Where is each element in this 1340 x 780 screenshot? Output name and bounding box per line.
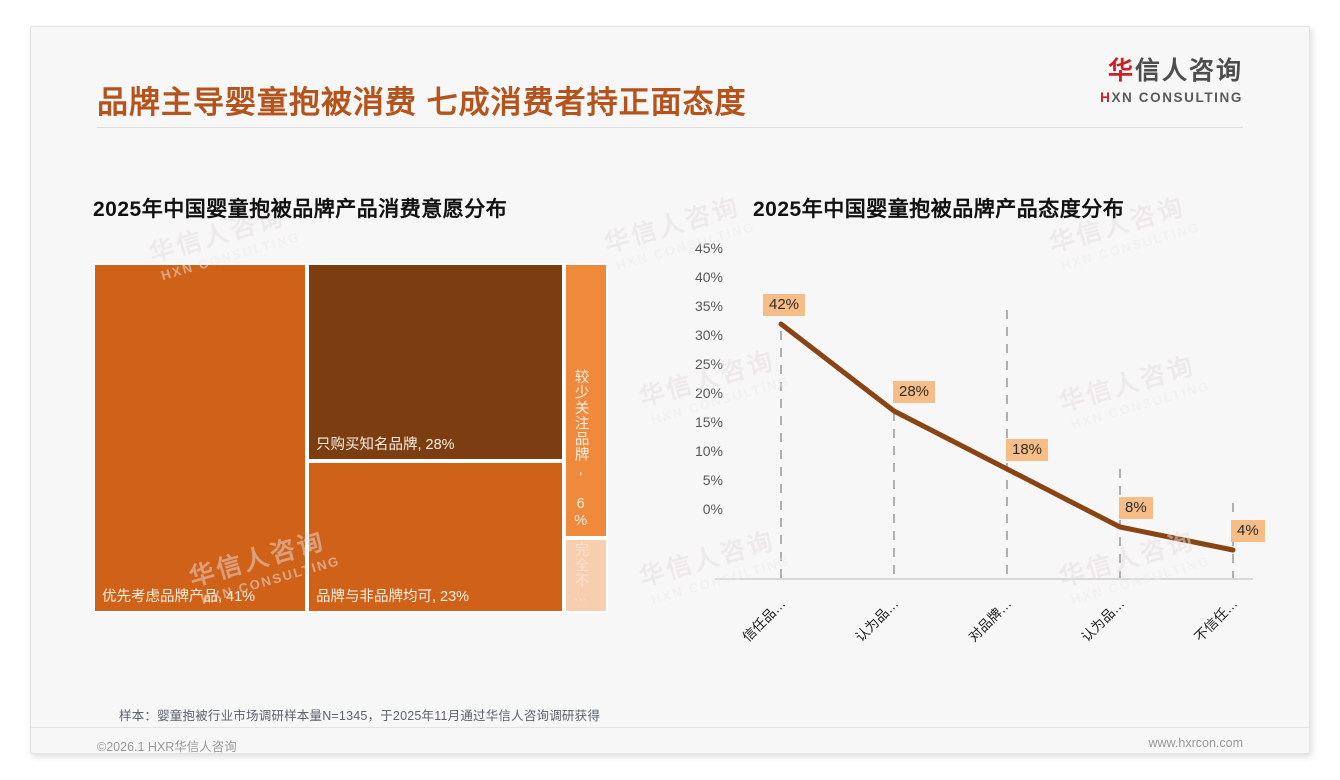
data-series-line: [778, 321, 1236, 553]
footer-bar: ©2026.1 HXR华信人咨询 www.hxrcon.com: [31, 727, 1309, 754]
y-axis-tick: 30%: [694, 327, 723, 343]
logo-chinese: 华信人咨询: [1100, 59, 1243, 84]
logo-cn-rest: 信人咨询: [1134, 57, 1243, 85]
watermark-cn: 华信人咨询: [601, 192, 744, 259]
data-point-label: 18%: [1006, 439, 1049, 462]
y-axis-tick: 20%: [694, 385, 723, 401]
treemap-cell-label: 较少关注品牌, 6%: [572, 369, 589, 530]
x-axis-tick: 不信任…: [1191, 595, 1241, 645]
data-point-label: 42%: [763, 294, 806, 317]
treemap-cell-2[interactable]: 品牌与非品牌均可, 23%: [307, 461, 564, 613]
title-divider: [97, 127, 1243, 128]
treemap-cell-0[interactable]: 优先考虑品牌产品, 41%: [93, 263, 307, 613]
y-axis-tick: 5%: [702, 472, 723, 488]
data-point-label: 28%: [893, 381, 936, 404]
treemap-cell-label: 只购买知名品牌, 28%: [316, 437, 455, 454]
logo-cn-accent: 华: [1107, 57, 1135, 85]
x-axis-tick: 认为品…: [1078, 595, 1128, 645]
brand-logo: 华信人咨询 HXN CONSULTING: [1100, 59, 1243, 105]
copyright-text: ©2026.1 HXR华信人咨询: [97, 740, 237, 754]
data-point-label: 8%: [1119, 497, 1153, 520]
treemap-cell-label: 完全不…: [572, 541, 589, 606]
logo-english: HXN CONSULTING: [1100, 91, 1243, 105]
logo-en-accent: H: [1100, 90, 1112, 105]
right-chart-title: 2025年中国婴童抱被品牌产品态度分布: [753, 198, 1125, 221]
logo-en-rest: XN CONSULTING: [1111, 90, 1243, 105]
treemap-cell-4[interactable]: 完全不…: [564, 538, 608, 613]
treemap-cell-3[interactable]: 较少关注品牌, 6%: [564, 263, 608, 538]
slide-canvas: 华信人咨询 HXN CONSULTING 华信人咨询 HXN CONSULTIN…: [30, 26, 1310, 754]
left-chart-panel: 2025年中国婴童抱被品牌产品消费意愿分布: [93, 193, 507, 223]
y-axis-tick: 25%: [694, 356, 723, 372]
data-point-label: 4%: [1231, 520, 1265, 543]
website-link[interactable]: www.hxrcon.com: [1148, 736, 1243, 750]
slide-header: 品牌主导婴童抱被消费 七成消费者持正面态度 华信人咨询 HXN CONSULTI…: [31, 27, 1309, 132]
y-axis-tick: 40%: [694, 269, 723, 285]
page-title: 品牌主导婴童抱被消费 七成消费者持正面态度: [97, 85, 747, 120]
x-axis-tick: 信任品…: [739, 595, 789, 645]
left-chart-title: 2025年中国婴童抱被品牌产品消费意愿分布: [93, 198, 508, 221]
y-axis-tick: 35%: [694, 298, 723, 314]
y-axis-tick: 15%: [694, 414, 723, 430]
y-axis-tick: 45%: [694, 240, 723, 256]
treemap-cell-label: 优先考虑品牌产品, 41%: [102, 589, 256, 606]
right-chart-panel: 2025年中国婴童抱被品牌产品态度分布: [753, 193, 1124, 223]
line-chart: 0% 5% 10% 15% 20% 25% 30% 35% 40% 45% 42…: [653, 240, 1265, 653]
treemap-chart: 优先考虑品牌产品, 41% 只购买知名品牌, 28% 品牌与非品牌均可, 23%…: [93, 263, 608, 613]
source-note: 样本：婴童抱被行业市场调研样本量N=1345，于2025年11月通过华信人咨询调…: [119, 709, 601, 723]
treemap-cell-1[interactable]: 只购买知名品牌, 28%: [307, 263, 564, 461]
treemap-cell-label: 品牌与非品牌均可, 23%: [316, 589, 470, 606]
x-axis-tick: 认为品…: [852, 595, 902, 645]
line-chart-plot: [715, 310, 1253, 580]
x-axis-tick: 对品牌…: [965, 595, 1015, 645]
y-axis-tick: 0%: [702, 501, 723, 517]
y-axis-tick: 10%: [694, 443, 723, 459]
